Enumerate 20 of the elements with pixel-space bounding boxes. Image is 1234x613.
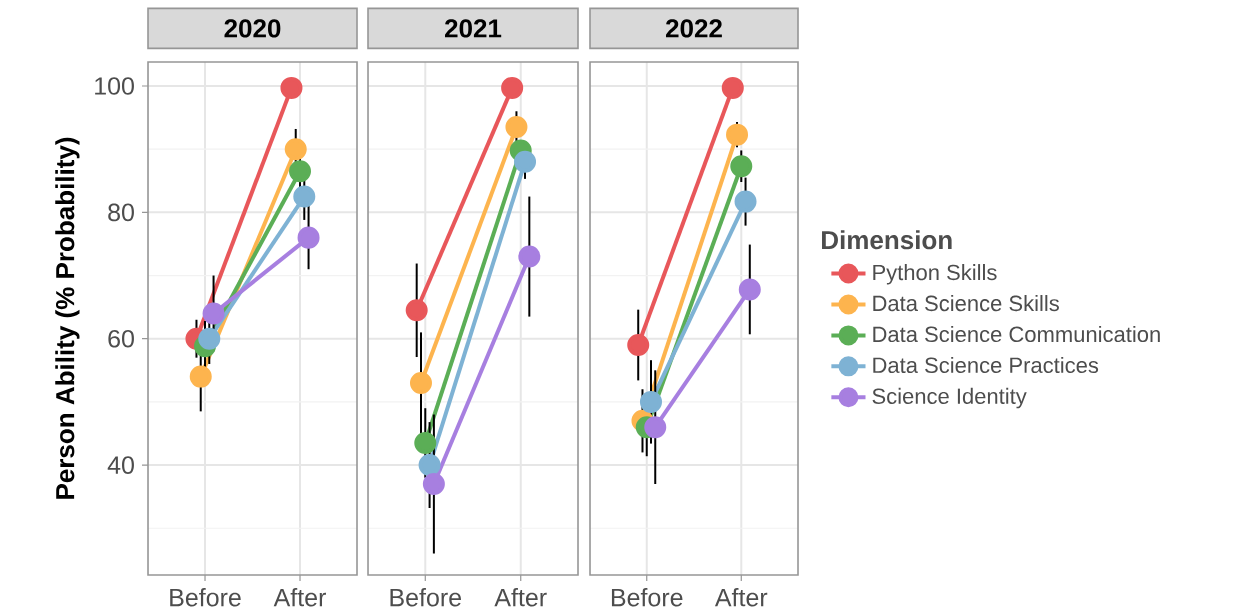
x-tick-label: After [273, 588, 326, 607]
y-tick-label: 60 [108, 329, 134, 348]
legend-title: Dimension [822, 230, 952, 250]
chart-title: 2021 [445, 19, 502, 38]
x-tick-label: Before [170, 588, 241, 607]
x-tick-label: Before [611, 588, 683, 607]
x-tick-label: Before [390, 588, 461, 607]
y-tick-label: 100 [95, 77, 134, 95]
chart-title: 2022 [666, 19, 722, 38]
chart-title: 2020 [224, 19, 281, 38]
x-tick-label: After [494, 588, 547, 607]
y-tick-label: 80 [108, 203, 134, 222]
y-axis-title: Person Ability (% Probability) [55, 137, 80, 499]
x-tick-label: After [714, 588, 768, 607]
legend-label: Python Skills [873, 264, 997, 285]
legend-label: Data Science Communication [873, 325, 1160, 343]
y-tick-label: 40 [107, 456, 134, 474]
legend-label: Data Science Practices [873, 356, 1099, 374]
legend-label: Science Identity [872, 387, 1027, 409]
legend-label: Data Science Skills [873, 294, 1059, 312]
